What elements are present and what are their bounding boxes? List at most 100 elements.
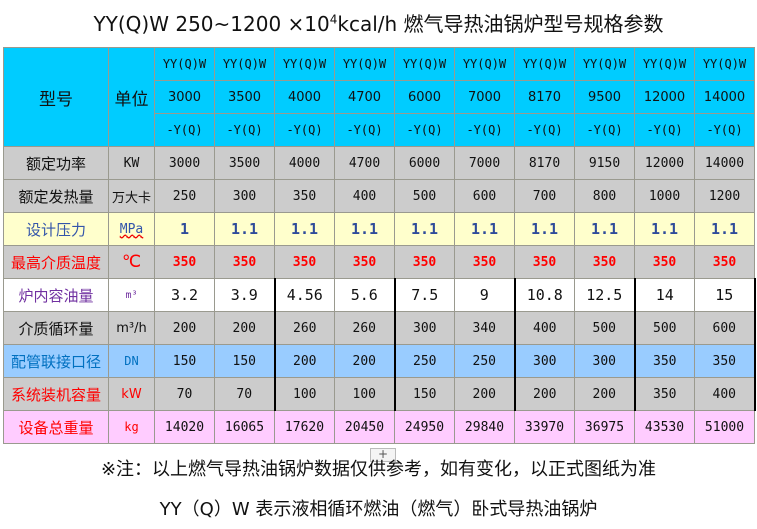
value-cell: 350 xyxy=(634,377,695,411)
value-cell: 1000 xyxy=(634,179,695,213)
value-cell: 51000 xyxy=(694,410,755,444)
value-cell: 350 xyxy=(694,344,756,378)
value-cell: 9150 xyxy=(574,146,635,180)
value-cell: 43530 xyxy=(634,410,695,444)
model-name-cell: -Y(Q) xyxy=(334,113,395,147)
value-cell: 350 xyxy=(574,245,635,279)
value-cell: 300 xyxy=(574,344,636,378)
row-label: 配管联接口径 xyxy=(3,344,109,378)
value-cell: 70 xyxy=(154,377,215,411)
value-cell: 150 xyxy=(394,377,455,411)
value-cell: 200 xyxy=(514,377,575,411)
row-label: 额定功率 xyxy=(3,146,109,180)
title-suffix: kcal/h 燃气导热油锅炉型号规格参数 xyxy=(337,12,664,36)
row-label: 额定发热量 xyxy=(3,179,109,213)
add-sheet-button[interactable]: + xyxy=(370,448,396,462)
value-cell: 29840 xyxy=(454,410,515,444)
row-equipment-total-weight: 设备总重量 kg 14020 16065 17620 20450 24950 29840 339… xyxy=(3,410,755,444)
value-cell: 6000 xyxy=(394,146,455,180)
value-cell: 4.56 xyxy=(274,278,335,312)
value-cell: 24950 xyxy=(394,410,455,444)
value-cell: 7000 xyxy=(454,146,515,180)
value-cell: 1.1 xyxy=(334,212,395,246)
value-cell: 10.8 xyxy=(514,278,575,312)
model-name-cell: YY(Q)W xyxy=(634,47,695,81)
model-name-cell: YY(Q)W xyxy=(694,47,755,81)
value-cell: 9 xyxy=(454,278,516,312)
row-rated-power: 额定功率 KW 3000 3500 4000 4700 6000 7000 8170 9150 12… xyxy=(3,146,755,180)
row-rated-heat-output: 额定发热量 万大卡 250 300 350 400 500 600 700 800 1000 1200 xyxy=(3,179,755,213)
value-cell: 500 xyxy=(394,179,455,213)
footer-note: ※注：以上燃气导热油锅炉数据仅供参考，如有变化，以正式图纸为准 xyxy=(100,459,657,480)
value-cell: 7.5 xyxy=(394,278,455,312)
value-cell: 200 xyxy=(574,377,636,411)
model-name-cell: YY(Q)W xyxy=(274,47,335,81)
value-cell: 3000 xyxy=(154,146,215,180)
model-name-cell: YY(Q)W xyxy=(154,47,215,81)
row-unit: kg xyxy=(108,410,155,444)
value-cell: 8170 xyxy=(514,146,575,180)
value-cell: 1.1 xyxy=(454,212,515,246)
value-cell: 200 xyxy=(334,344,396,378)
value-cell: 1.1 xyxy=(514,212,575,246)
value-cell: 100 xyxy=(334,377,396,411)
model-header: 型号 xyxy=(3,47,109,147)
value-cell: 350 xyxy=(274,245,335,279)
value-cell: 350 xyxy=(214,245,275,279)
row-furnace-oil-capacity: 炉内容油量 m³ 3.2 3.9 4.56 5.6 7.5 9 10.8 12.5 14 15 xyxy=(3,278,756,312)
model-name-cell: -Y(Q) xyxy=(574,113,635,147)
header-row: 型号 单位 YY(Q)W YY(Q)W YY(Q)W YY(Q)W YY(Q)W YY(Q)W… xyxy=(3,47,755,147)
value-cell: 100 xyxy=(274,377,335,411)
value-cell: 500 xyxy=(574,311,636,345)
value-cell: 3500 xyxy=(214,146,275,180)
row-unit: m³ xyxy=(108,278,155,312)
row-max-medium-temperature: 最高介质温度 ℃ 350 350 350 350 350 350 350 350 350 350 xyxy=(3,245,755,279)
value-cell: 300 xyxy=(214,179,275,213)
unit-header: 单位 xyxy=(108,47,155,147)
header-row: -Y(Q) -Y(Q) -Y(Q) -Y(Q) -Y(Q) -Y(Q) -Y(Q) -Y(Q)… xyxy=(4,113,755,147)
value-cell: 15 xyxy=(694,278,756,312)
value-cell: 350 xyxy=(154,245,215,279)
value-cell: 350 xyxy=(274,179,335,213)
model-name-cell: YY(Q)W xyxy=(574,47,635,81)
model-name-cell: 3500 xyxy=(214,80,275,114)
model-name-cell: YY(Q)W xyxy=(454,47,515,81)
model-name-cell: 3000 xyxy=(154,80,215,114)
footer-description: YY（Q）W 表示液相循环燃油（燃气）卧式导热油锅炉 xyxy=(159,499,598,520)
value-cell: 1 xyxy=(154,212,215,246)
value-cell: 600 xyxy=(694,311,756,345)
model-name-cell: YY(Q)W xyxy=(514,47,575,81)
row-design-pressure: 设计压力 MPa 1 1.1 1.1 1.1 1.1 1.1 1.1 1.1 1.1 1.1 xyxy=(3,212,755,246)
value-cell: 1.1 xyxy=(634,212,695,246)
model-name-cell: -Y(Q) xyxy=(514,113,575,147)
model-name-cell: 12000 xyxy=(634,80,695,114)
model-name-cell: 6000 xyxy=(394,80,455,114)
model-name-cell: 4700 xyxy=(334,80,395,114)
value-cell: 20450 xyxy=(334,410,395,444)
model-name-cell: -Y(Q) xyxy=(694,113,755,147)
model-name-cell: -Y(Q) xyxy=(454,113,515,147)
title-prefix: YY(Q)W 250~1200 ×10 xyxy=(93,12,330,36)
model-name-cell: 14000 xyxy=(694,80,755,114)
value-cell: 400 xyxy=(514,311,575,345)
row-label: 炉内容油量 xyxy=(3,278,109,312)
value-cell: 1.1 xyxy=(394,212,455,246)
value-cell: 1200 xyxy=(694,179,755,213)
value-cell: 340 xyxy=(454,311,516,345)
header-row: 3000 3500 4000 4700 6000 7000 8170 9500 12000 140… xyxy=(4,80,755,114)
value-cell: 350 xyxy=(634,344,695,378)
value-cell: 150 xyxy=(214,344,276,378)
value-cell: 3.9 xyxy=(214,278,276,312)
row-unit: DN xyxy=(108,344,155,378)
value-cell: 70 xyxy=(214,377,276,411)
model-name-cell: 8170 xyxy=(514,80,575,114)
value-cell: 14020 xyxy=(154,410,215,444)
model-name-cell: -Y(Q) xyxy=(274,113,335,147)
value-cell: 16065 xyxy=(214,410,275,444)
value-cell: 250 xyxy=(154,179,215,213)
model-name-cell: -Y(Q) xyxy=(214,113,275,147)
value-cell: 200 xyxy=(154,311,215,345)
value-cell: 12000 xyxy=(634,146,695,180)
value-cell: 36975 xyxy=(574,410,635,444)
model-name-cell: YY(Q)W xyxy=(394,47,455,81)
